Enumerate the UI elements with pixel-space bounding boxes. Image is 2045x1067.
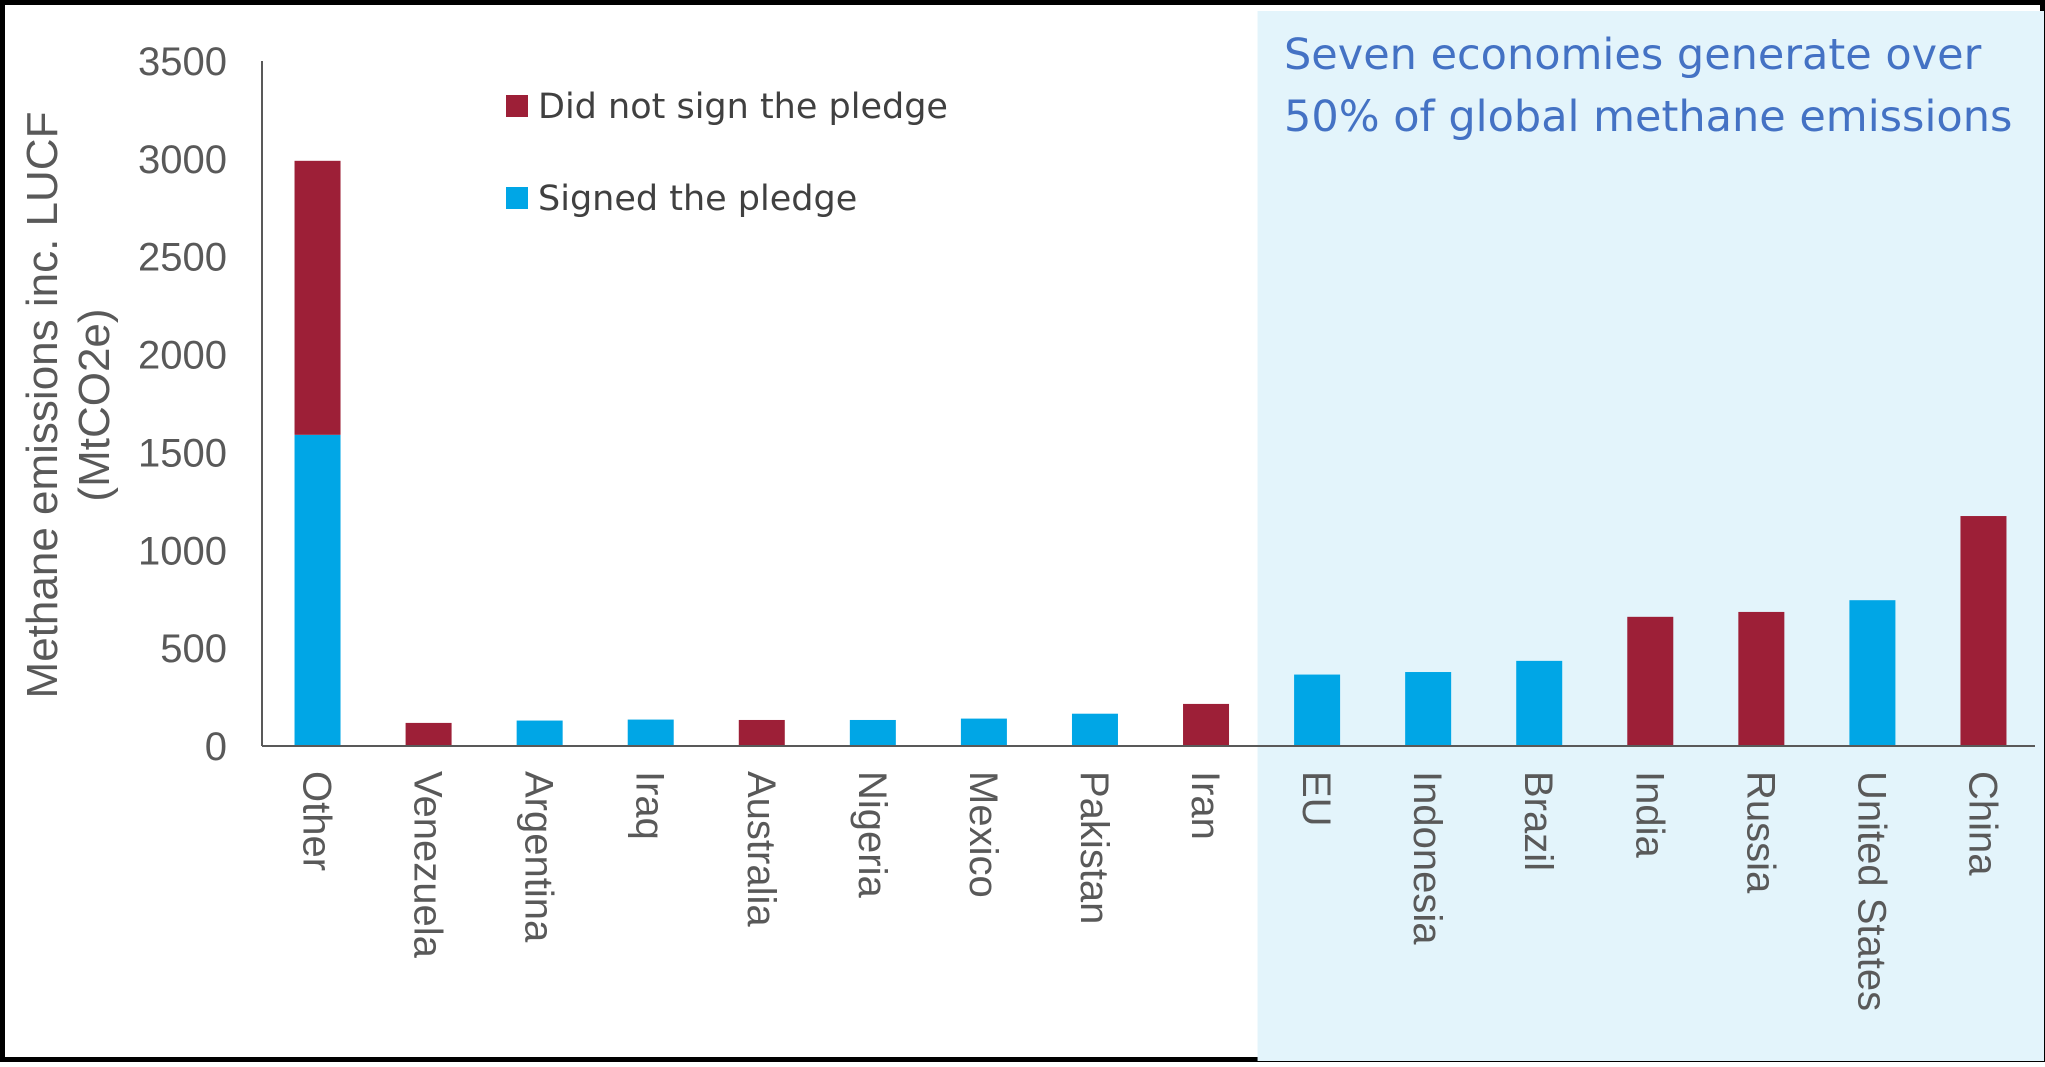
bar-pakistan-signed-the-pledge xyxy=(1071,713,1118,746)
bar-iraq-signed-the-pledge xyxy=(627,719,674,746)
category-label-indonesia: Indonesia xyxy=(1405,771,1449,945)
bar-china-did-not-sign-the-pledge xyxy=(1960,516,2007,746)
category-label-iran: Iran xyxy=(1183,771,1227,840)
annotation-line-1: Seven economies generate over xyxy=(1284,30,1982,80)
bar-venezuela-did-not-sign-the-pledge xyxy=(405,722,452,746)
category-label-argentina: Argentina xyxy=(517,771,561,943)
y-tick-label-500: 500 xyxy=(160,627,227,671)
category-label-brazil: Brazil xyxy=(1516,771,1560,871)
bar-brazil-signed-the-pledge xyxy=(1516,660,1563,746)
category-label-australia: Australia xyxy=(739,771,783,927)
y-tick-label-0: 0 xyxy=(205,725,227,769)
legend-label-signed-the-pledge: Signed the pledge xyxy=(538,179,857,219)
bar-eu-signed-the-pledge xyxy=(1294,674,1341,746)
bar-india-did-not-sign-the-pledge xyxy=(1627,616,1674,746)
legend-swatch-did-not-sign-the-pledge xyxy=(506,95,528,117)
category-label-eu: EU xyxy=(1294,771,1338,827)
bar-nigeria-signed-the-pledge xyxy=(849,719,896,746)
y-tick-label-2000: 2000 xyxy=(138,334,227,378)
category-label-pakistan: Pakistan xyxy=(1072,771,1116,924)
bar-other-signed-the-pledge xyxy=(294,434,341,746)
y-tick-label-1500: 1500 xyxy=(138,431,227,475)
y-tick-label-3000: 3000 xyxy=(138,138,227,182)
bar-mexico-signed-the-pledge xyxy=(960,718,1007,746)
y-tick-label-1000: 1000 xyxy=(138,529,227,573)
y-axis-ticks: 0 500 1000 1500 2000 2500 3000 3500 xyxy=(138,40,227,769)
annotation: Seven economies generate over 50% of glob… xyxy=(1284,30,2012,142)
category-label-mexico: Mexico xyxy=(961,771,1005,898)
category-label-other: Other xyxy=(295,771,339,871)
y-axis-title-line-2: (MtCO2e) xyxy=(70,308,119,501)
bars xyxy=(294,160,2007,746)
bar-iran-did-not-sign-the-pledge xyxy=(1183,703,1230,746)
legend-swatch-signed-the-pledge xyxy=(506,187,528,209)
category-label-nigeria: Nigeria xyxy=(850,771,894,898)
y-tick-label-3500: 3500 xyxy=(138,40,227,84)
bar-united-states-signed-the-pledge xyxy=(1849,600,1896,746)
category-label-russia: Russia xyxy=(1738,771,1782,894)
bar-australia-did-not-sign-the-pledge xyxy=(738,719,785,746)
bar-argentina-signed-the-pledge xyxy=(516,720,563,746)
y-tick-label-2500: 2500 xyxy=(138,236,227,280)
methane-emissions-chart: Methane emissions inc. LUCF (MtCO2e) 0 50… xyxy=(18,11,2044,1061)
category-label-venezuela: Venezuela xyxy=(406,771,450,959)
legend: Did not sign the pledge Signed the pledge xyxy=(506,87,948,219)
y-axis-title: Methane emissions inc. LUCF (MtCO2e) xyxy=(18,112,119,699)
category-label-india: India xyxy=(1627,771,1671,858)
legend-label-did-not-sign-the-pledge: Did not sign the pledge xyxy=(538,87,948,127)
category-label-united-states: United States xyxy=(1849,771,1893,1011)
bar-russia-did-not-sign-the-pledge xyxy=(1738,611,1785,746)
bar-indonesia-signed-the-pledge xyxy=(1405,672,1452,746)
category-label-china: China xyxy=(1960,771,2004,876)
y-axis-title-line-1: Methane emissions inc. LUCF xyxy=(18,112,67,699)
annotation-line-2: 50% of global methane emissions xyxy=(1284,92,2012,142)
bar-other-did-not-sign-the-pledge xyxy=(294,160,341,435)
category-label-iraq: Iraq xyxy=(628,771,672,840)
highlight-region xyxy=(1257,11,2044,1061)
category-labels: Other Venezuela Argentina Iraq Australia Nige… xyxy=(295,771,2005,1011)
